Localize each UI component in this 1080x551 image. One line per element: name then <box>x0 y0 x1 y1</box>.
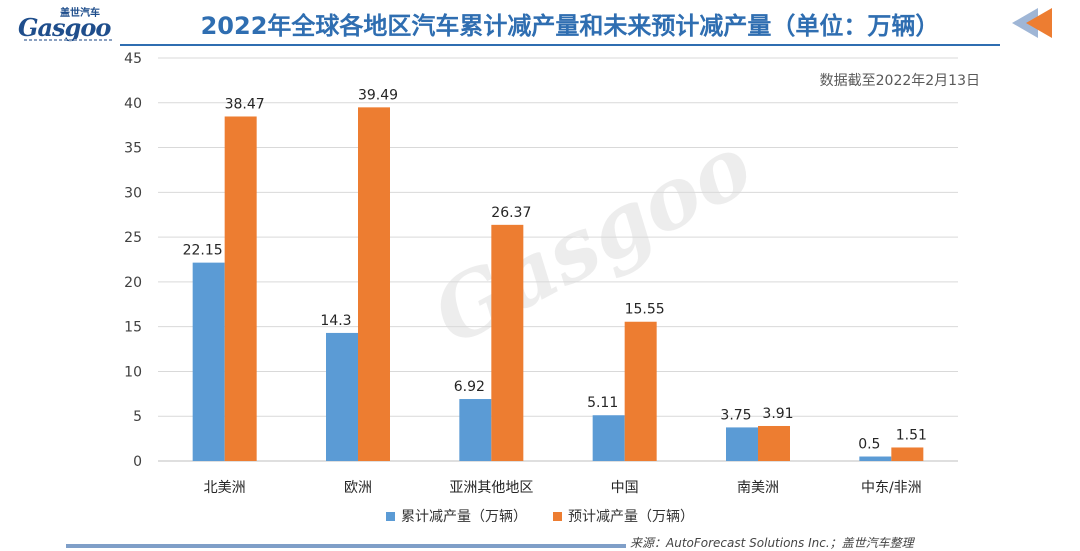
bar-cumulative <box>726 427 758 461</box>
y-tick-label: 5 <box>133 409 142 425</box>
logo-en-text: Gasgoo <box>18 13 111 42</box>
data-label: 1.51 <box>896 427 927 443</box>
date-note: 数据截至2022年2月13日 <box>819 73 980 89</box>
data-label: 0.5 <box>858 437 880 453</box>
bar-cumulative <box>326 332 358 461</box>
bar-cumulative <box>459 399 492 461</box>
legend-swatch-orange <box>553 511 562 521</box>
data-label: 39.49 <box>358 87 398 103</box>
legend-label-cumulative: 累计减产量（万辆） <box>401 509 527 525</box>
data-label: 14.3 <box>320 313 351 329</box>
x-tick-label: 欧洲 <box>344 480 372 496</box>
data-label: 15.55 <box>625 302 665 318</box>
data-label: 6.92 <box>454 379 485 395</box>
bar-forecast <box>224 116 257 462</box>
bar-cumulative <box>592 415 625 461</box>
y-tick-label: 35 <box>124 141 142 157</box>
data-label: 22.15 <box>183 243 223 259</box>
y-tick-label: 25 <box>124 230 142 246</box>
x-tick-label: 中国 <box>611 480 639 496</box>
y-tick-label: 40 <box>124 96 142 112</box>
y-tick-label: 15 <box>124 320 142 336</box>
x-tick-label: 亚洲其他地区 <box>449 480 533 496</box>
data-label: 5.11 <box>587 395 618 411</box>
x-tick-label: 南美洲 <box>737 480 779 496</box>
data-label: 26.37 <box>491 205 531 221</box>
y-tick-label: 45 <box>124 51 142 67</box>
x-tick-label: 北美洲 <box>204 480 246 496</box>
legend-item-forecast: 预计减产量（万辆） <box>553 506 694 526</box>
y-tick-label: 30 <box>124 185 142 201</box>
bar-forecast <box>758 425 790 461</box>
data-label: 3.91 <box>762 406 793 422</box>
bar-forecast <box>358 107 390 462</box>
header: 盖世汽车 Gasgoo 2022年全球各地区汽车累计减产量和未来预计减产量（单位… <box>0 0 1080 46</box>
bar-cumulative <box>859 456 892 461</box>
logo-underline <box>24 39 114 41</box>
y-tick-label: 20 <box>124 275 142 291</box>
legend-swatch-blue <box>386 511 395 521</box>
y-tick-label: 10 <box>124 364 142 380</box>
logo-cn-text: 盖世汽车 <box>60 8 100 19</box>
data-label: 38.47 <box>225 96 265 112</box>
chart-title: 2022年全球各地区汽车累计减产量和未来预计减产量（单位：万辆） <box>200 12 940 40</box>
title-underline <box>120 44 1000 46</box>
legend: 累计减产量（万辆） 预计减产量（万辆） <box>0 506 1080 526</box>
legend-item-cumulative: 累计减产量（万辆） <box>386 506 527 526</box>
data-label: 3.75 <box>720 407 751 423</box>
gasgoo-logo: 盖世汽车 Gasgoo <box>14 4 114 44</box>
source-note: 来源：AutoForecast Solutions Inc.；盖世汽车整理 <box>630 536 914 550</box>
bar-forecast <box>891 447 924 461</box>
bottom-decor-line <box>66 544 626 548</box>
legend-label-forecast: 预计减产量（万辆） <box>568 509 694 525</box>
bar-forecast <box>624 321 657 461</box>
x-tick-label: 中东/非洲 <box>861 480 922 496</box>
back-arrow-icon <box>1012 8 1052 38</box>
bar-cumulative <box>192 262 225 461</box>
bar-forecast <box>491 224 524 461</box>
y-tick-label: 0 <box>133 454 142 470</box>
